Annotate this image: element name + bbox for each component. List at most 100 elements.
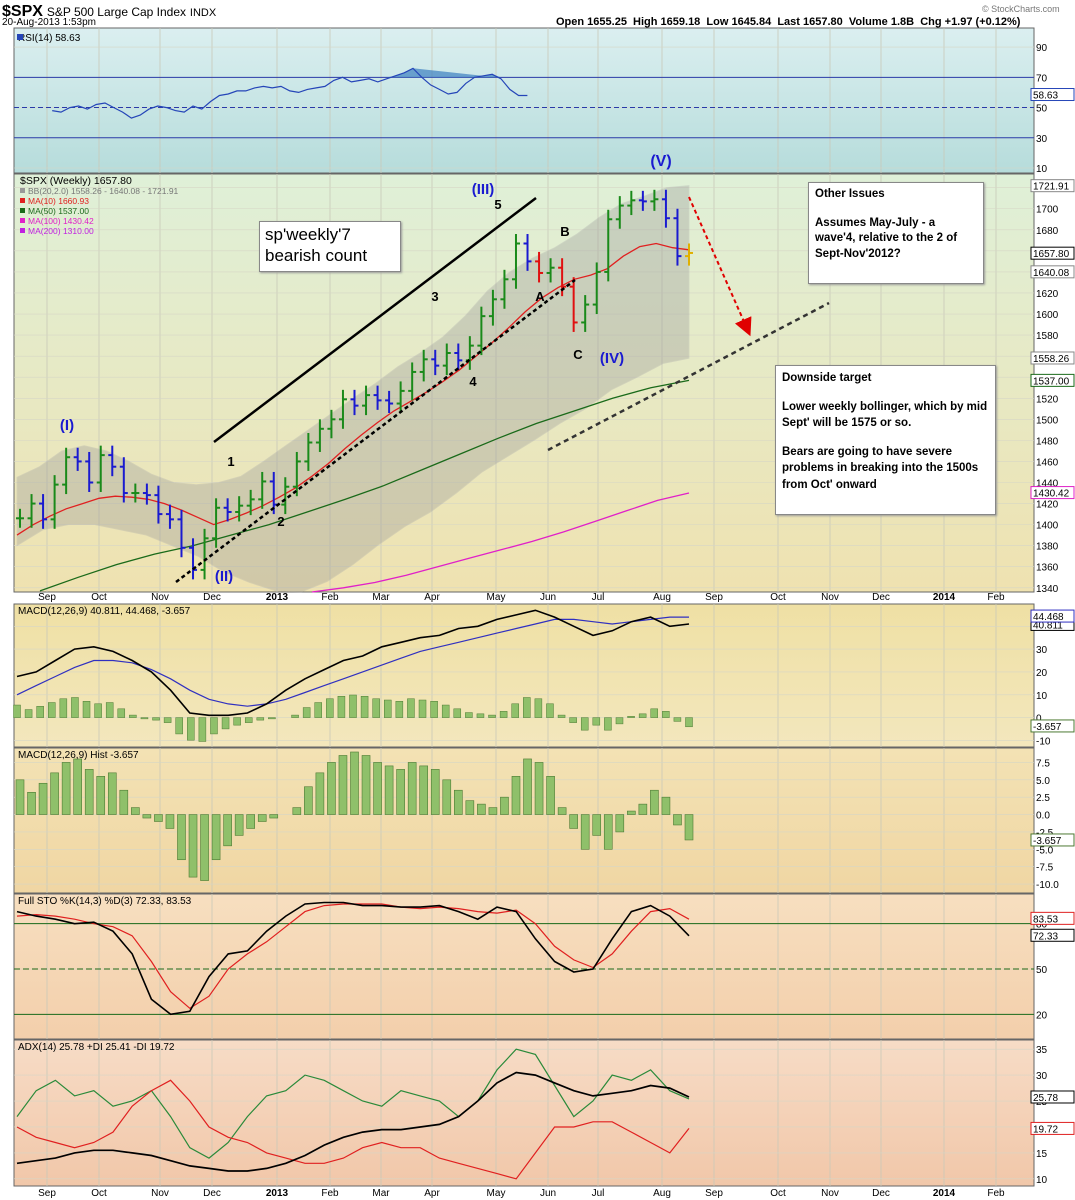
macd-mini-hist-bar [615, 717, 624, 725]
macd-mini-hist-bar [82, 701, 91, 718]
macd-panel [13, 603, 1035, 748]
macd-mini-hist-bar [488, 714, 496, 718]
price-last-value-box [1030, 265, 1075, 279]
price-last-value: 1640.08 [1033, 268, 1070, 279]
price-last-value-box [1030, 373, 1075, 387]
issues-line-2: Assumes May-July - a [815, 216, 936, 229]
macd-hist-bar [165, 814, 175, 829]
price-last-value-box [1030, 246, 1075, 260]
adx-tick-label: 30 [1036, 1071, 1048, 1082]
hist-tick-label: -7.5 [1036, 863, 1054, 874]
price-tick-label: 1400 [1036, 521, 1059, 532]
hist-tick-label: 0.0 [1036, 811, 1050, 822]
wave-label: 5 [494, 197, 501, 212]
month-label-bottom: 2013 [266, 1188, 289, 1199]
adx-plus-di-line [16, 1048, 690, 1159]
adx-title: ADX(14) 25.78 +DI 25.41 -DI 19.72 [18, 1042, 175, 1053]
macd-hist-bar [592, 814, 602, 836]
month-label-bottom: Aug [653, 1188, 671, 1199]
macd-mini-hist-bar [407, 698, 415, 718]
macd-mini-hist-bar [523, 697, 531, 718]
sto-last-value-box [1030, 911, 1075, 925]
hist-tick-label: 7.5 [1036, 758, 1050, 769]
sto-last-value: 83.53 [1033, 914, 1058, 925]
legend-swatch [20, 188, 25, 193]
macd-mini-hist-bar [453, 708, 462, 718]
macd-hist-bar [638, 803, 648, 815]
month-label-top: 2013 [266, 592, 289, 603]
macd-hist-bar [119, 789, 129, 815]
macd-mini-hist-bar [13, 704, 21, 718]
macd-hist-bar [465, 800, 475, 815]
month-label-top: Aug [653, 592, 671, 603]
macd-mini-hist-bar [418, 699, 427, 718]
wave-label: (II) [215, 568, 233, 585]
macd-mini-hist-bar [557, 714, 566, 718]
macd-hist-bar [477, 803, 486, 815]
adx-minus-di-line [16, 1079, 690, 1180]
adx-last-value-box [1030, 1090, 1075, 1104]
macd-line [16, 609, 690, 717]
price-tick-label: 1580 [1036, 331, 1059, 342]
macd-hist-bar [419, 765, 429, 815]
target-line-1: Downside target [782, 372, 872, 384]
quote-line: Open 1655.25 High 1659.18 Low 1645.84 La… [556, 16, 1021, 28]
macd-mini-hist-bar [372, 698, 380, 718]
rsi-layer: 30 50 70 90 10 RSI(14) 58.63 58.63 [14, 33, 1075, 175]
month-label-top: Dec [872, 592, 890, 603]
macd-hist-bar [188, 814, 198, 878]
macd-mini-hist-bar [198, 717, 207, 742]
month-label-bottom: Jun [540, 1188, 556, 1199]
macd-mini-hist-bar [662, 711, 670, 718]
macd-mini-hist-bar [441, 704, 450, 718]
count-box-line-1: sp'weekly'7 [265, 225, 351, 244]
macd-signal-line [16, 616, 689, 707]
macd-hist-bar [430, 769, 440, 815]
macd-hist-bar [627, 810, 636, 815]
macd-hist-bar [580, 814, 590, 850]
macd-mini-hist-bar [152, 717, 160, 721]
macd-hist-bar [442, 779, 452, 815]
legend-swatch [20, 208, 25, 213]
month-label-bottom: Sep [38, 1188, 56, 1199]
macd-tick-label: 30 [1036, 645, 1048, 656]
month-label-bottom: Oct [770, 1188, 786, 1199]
wave-label: 4 [469, 374, 477, 389]
macd-hist-bar [269, 814, 279, 819]
macd-hist-bar [292, 807, 302, 815]
month-label-bottom: Dec [872, 1188, 890, 1199]
month-label-bottom: Oct [91, 1188, 107, 1199]
month-label-top: 2014 [933, 592, 956, 603]
adx-last-value: 19.72 [1033, 1124, 1058, 1135]
ma50-line [39, 379, 690, 592]
price-layer: 1340 1360 1380 1400 1420 1440 1460 1480 1500 1520… [14, 153, 1075, 595]
macd-hist-bar [661, 796, 671, 815]
ticker-symbol: $SPX [2, 3, 43, 20]
macd-hist-bar [523, 758, 532, 815]
rsi-legend-swatch [17, 34, 23, 40]
month-label-top: Dec [203, 592, 221, 603]
macd-last-value-box [1030, 719, 1075, 733]
legend-swatch [20, 218, 25, 223]
month-label-top: Nov [151, 592, 169, 603]
macd-hist-bar [234, 814, 244, 836]
month-label-top: Feb [321, 592, 339, 603]
macd-mini-hist-bar [221, 717, 230, 730]
rsi-tick-label: 30 [1036, 134, 1048, 145]
hist-last-value: -3.657 [1033, 836, 1062, 847]
rsi-tick-label: 70 [1036, 73, 1048, 84]
macd-mini-hist-bar [244, 717, 253, 723]
macd-mini-hist-bar [256, 717, 265, 721]
macd-hist-bar [27, 792, 36, 815]
macd-hist-bar [304, 786, 313, 815]
hist-last-value-box [1030, 833, 1075, 847]
month-label-bottom: Jul [592, 1188, 605, 1199]
month-label-bottom: Feb [321, 1188, 339, 1199]
rsi-last-value: 58.63 [1033, 91, 1058, 102]
price-tick-label: 1600 [1036, 310, 1059, 321]
downside-target-line [547, 301, 830, 452]
count-box-line-2: bearish count [265, 246, 368, 265]
macd-layer: -10010203040MACD(12,26,9) 40.811, 44.468… [13, 606, 1075, 747]
macd-mini-hist-bar [140, 717, 149, 720]
price-tick-label: 1420 [1036, 500, 1059, 511]
